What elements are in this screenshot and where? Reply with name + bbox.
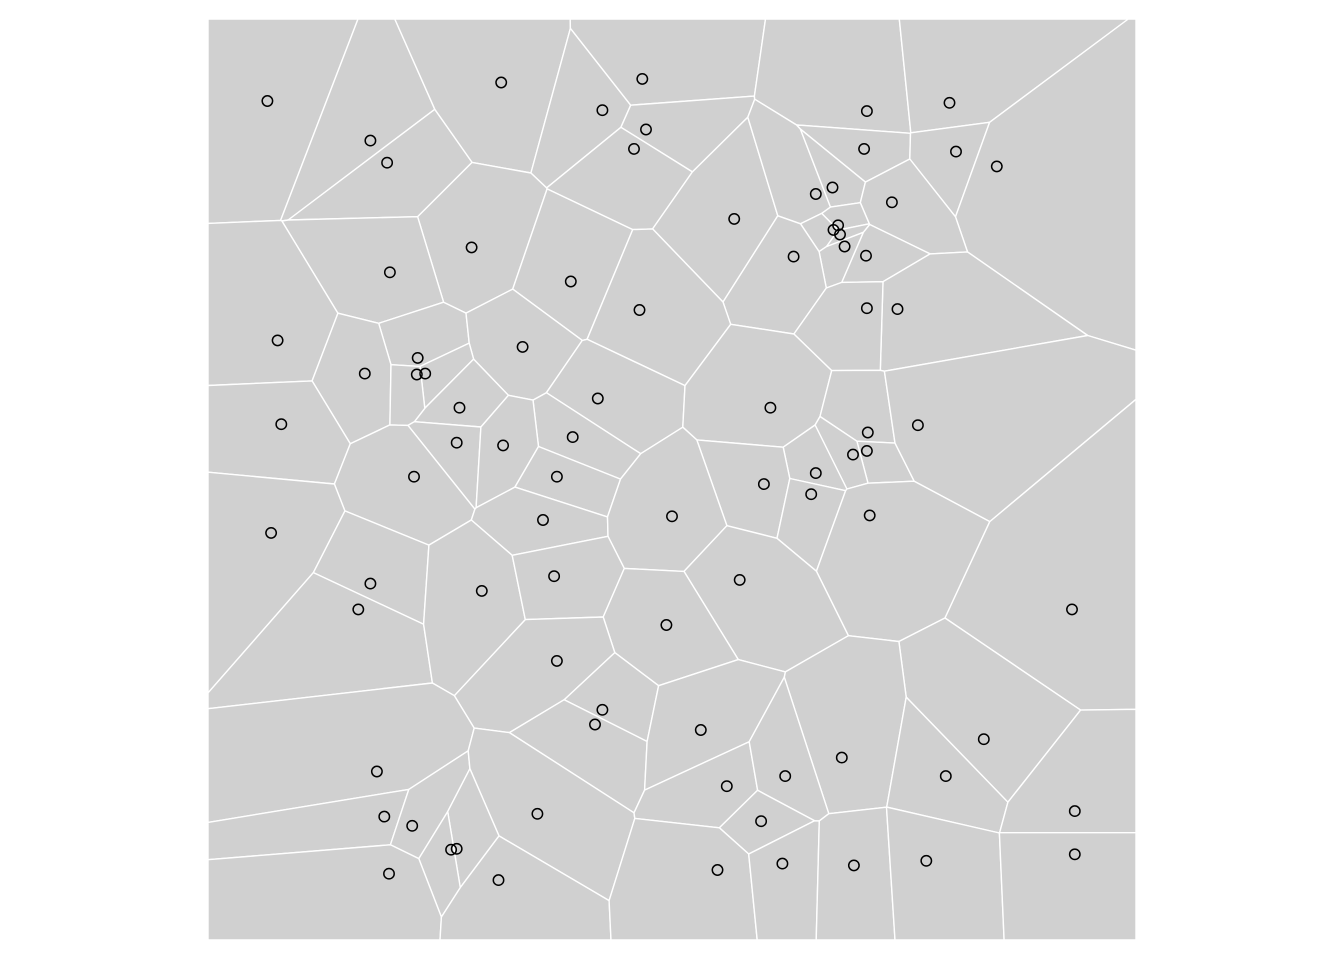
site-point (694, 724, 707, 736)
site-point (805, 488, 818, 501)
site-point (885, 196, 898, 209)
site-point (858, 142, 871, 155)
site-point (787, 250, 800, 263)
site-point (589, 718, 601, 731)
site-point (834, 228, 846, 241)
site-point (939, 770, 952, 783)
site-point (408, 470, 420, 483)
site-point (406, 819, 419, 832)
site-point (370, 765, 383, 778)
voronoi-cell (207, 844, 443, 941)
site-point (911, 419, 924, 432)
site-point (633, 304, 646, 316)
site-point (450, 436, 463, 449)
site-point (537, 514, 549, 526)
site-point (383, 867, 395, 880)
site-point (950, 145, 962, 158)
voronoi-cells (207, 18, 1137, 941)
site-point (564, 275, 577, 288)
site-point (419, 367, 432, 380)
voronoi-cell (815, 806, 896, 941)
site-point (920, 854, 933, 867)
site-point (728, 212, 741, 225)
site-point (847, 859, 860, 872)
site-point (378, 810, 391, 823)
site-point (776, 857, 789, 870)
site-point (566, 431, 579, 444)
site-point (465, 241, 478, 254)
site-point (596, 703, 609, 716)
site-point (1066, 603, 1078, 616)
site-point (847, 448, 859, 461)
site-point (381, 156, 394, 169)
site-point (271, 334, 284, 347)
voronoi-cell (998, 832, 1137, 941)
site-point (711, 864, 724, 876)
site-point (640, 123, 652, 136)
site-point (977, 733, 990, 746)
site-point (838, 240, 851, 253)
site-point (757, 478, 770, 491)
site-point (445, 843, 458, 856)
site-point (411, 351, 424, 364)
site-point (860, 302, 873, 315)
site-point (863, 509, 876, 522)
site-point (755, 815, 768, 828)
site-point (450, 842, 463, 855)
site-point (596, 104, 609, 117)
site-point (358, 367, 371, 380)
site-point (860, 105, 873, 118)
site-point (550, 470, 563, 483)
site-point (779, 770, 792, 783)
site-point (591, 392, 604, 405)
site-point (364, 577, 377, 590)
site-point (860, 249, 872, 262)
site-point (516, 340, 529, 353)
site-point (720, 780, 733, 793)
site-point (531, 807, 544, 820)
site-point (809, 467, 822, 480)
site-point (1068, 805, 1081, 818)
voronoi-cell (998, 708, 1137, 834)
site-point (1068, 848, 1081, 861)
site-point (550, 654, 563, 667)
site-point (495, 76, 508, 89)
site-point (990, 160, 1003, 173)
site-point (809, 188, 822, 200)
site-point (835, 751, 848, 764)
site-point (261, 95, 274, 107)
site-point (548, 570, 561, 583)
site-point (410, 368, 423, 381)
site-points (261, 72, 1081, 887)
site-point (275, 418, 288, 431)
site-point (497, 439, 510, 452)
site-point (860, 444, 873, 457)
site-point (453, 401, 466, 414)
site-point (943, 96, 956, 109)
site-point (265, 526, 278, 539)
site-point (636, 72, 649, 85)
site-point (364, 134, 377, 147)
site-point (733, 573, 746, 586)
site-point (492, 874, 505, 887)
site-point (475, 584, 488, 597)
site-point (666, 510, 678, 523)
site-point (764, 401, 777, 414)
site-point (660, 619, 673, 631)
site-point (628, 142, 640, 155)
site-point (861, 426, 874, 439)
site-point (826, 181, 839, 194)
site-point (383, 266, 396, 279)
site-point (352, 603, 365, 616)
site-point (891, 303, 904, 316)
